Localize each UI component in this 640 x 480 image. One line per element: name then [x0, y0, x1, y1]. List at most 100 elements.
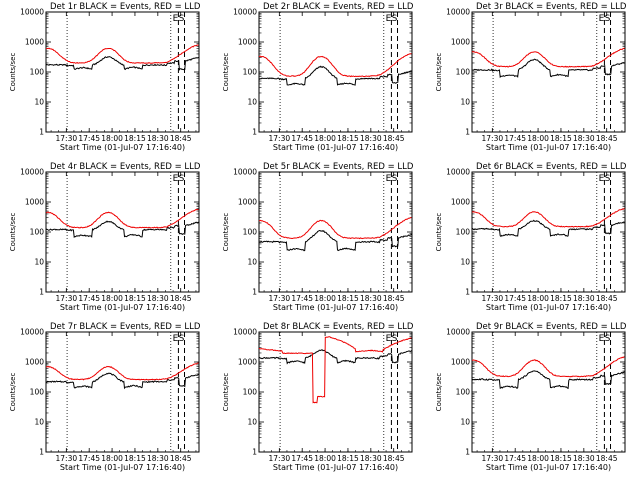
y-axis-label: Counts/sec	[222, 373, 230, 412]
y-tick-label: 1	[39, 128, 44, 137]
panel-det-6r: Det 6r BLACK = Events, RED = LLD 1 10 100 10…	[435, 162, 627, 312]
x-tick-label: 17:45	[78, 454, 100, 463]
y-tick-label: 10	[247, 418, 257, 427]
panel-det-7r: Det 7r BLACK = Events, RED = LLD 1 10 100 10…	[9, 322, 201, 472]
series-events-black	[471, 370, 625, 390]
y-axis-label: Counts/sec	[9, 53, 17, 92]
interval-marker-s: S	[179, 174, 185, 184]
y-tick-label: 1	[465, 128, 470, 137]
x-tick-label: 18:00	[527, 294, 549, 303]
series-events-black	[45, 372, 199, 390]
x-axis-label: Start Time (01-Jul-07 17:16:40)	[486, 143, 611, 152]
x-tick-label: 18:15	[337, 294, 359, 303]
x-tick-label: 18:45	[596, 454, 618, 463]
panel-det-8r: Det 8r BLACK = Events, RED = LLD 1 10 100 10…	[222, 322, 414, 472]
plot-frame	[258, 11, 413, 133]
y-axis-label: Counts/sec	[435, 53, 443, 92]
y-tick-label: 10000	[20, 8, 44, 17]
x-tick-label: 18:00	[314, 454, 336, 463]
y-tick-label: 10	[247, 98, 257, 107]
x-tick-label: 18:15	[550, 454, 572, 463]
x-tick-label: 18:45	[383, 454, 405, 463]
y-tick-label: 10000	[446, 328, 470, 337]
panel-title: Det 8r BLACK = Events, RED = LLD	[263, 322, 414, 332]
x-tick-label: 17:45	[504, 134, 526, 143]
plot-frame	[471, 11, 626, 133]
x-tick-label: 17:45	[504, 294, 526, 303]
y-tick-label: 10000	[446, 8, 470, 17]
interval-marker-s: S	[179, 14, 185, 24]
x-tick-label: 17:30	[482, 294, 504, 303]
x-tick-label: 18:30	[573, 454, 595, 463]
x-tick-label: 18:45	[596, 134, 618, 143]
y-tick-label: 10	[34, 418, 44, 427]
plot-frame	[45, 171, 200, 293]
y-tick-label: 1000	[25, 38, 44, 47]
y-tick-label: 1000	[238, 38, 257, 47]
x-tick-label: 18:15	[124, 454, 146, 463]
x-tick-label: 18:30	[147, 454, 169, 463]
series-lld-red	[45, 208, 199, 229]
x-tick-label: 18:45	[596, 294, 618, 303]
y-tick-label: 1	[465, 288, 470, 297]
panel-title: Det 2r BLACK = Events, RED = LLD	[263, 2, 414, 12]
x-tick-label: 18:30	[360, 454, 382, 463]
x-tick-label: 18:00	[101, 454, 123, 463]
interval-marker-s: S	[179, 334, 185, 344]
panel-det-3r: Det 3r BLACK = Events, RED = LLD 1 10 100 10…	[435, 2, 627, 152]
y-tick-label: 10	[34, 98, 44, 107]
y-tick-label: 100	[243, 68, 258, 77]
x-tick-label: 18:00	[101, 134, 123, 143]
y-tick-label: 10000	[20, 168, 44, 177]
panel-title: Det 6r BLACK = Events, RED = LLD	[476, 162, 627, 172]
series-lld-red	[258, 216, 412, 240]
series-lld-red	[258, 53, 412, 78]
x-tick-label: 18:15	[124, 134, 146, 143]
y-tick-label: 10	[460, 98, 470, 107]
x-tick-label: 18:45	[383, 294, 405, 303]
series-lld-red	[472, 356, 625, 378]
interval-marker-e: E	[386, 174, 392, 184]
panel-title: Det 3r BLACK = Events, RED = LLD	[476, 2, 627, 12]
series-lld-red	[471, 207, 625, 228]
x-tick-label: 17:30	[269, 454, 291, 463]
x-tick-label: 18:45	[383, 134, 405, 143]
x-tick-label: 18:15	[550, 294, 572, 303]
x-tick-label: 18:00	[314, 294, 336, 303]
x-axis-label: Start Time (01-Jul-07 17:16:40)	[60, 303, 185, 312]
series-events-black	[471, 58, 625, 79]
y-tick-label: 10	[460, 258, 470, 267]
y-tick-label: 100	[243, 228, 258, 237]
series-events-black	[471, 219, 625, 238]
interval-marker-e: E	[173, 334, 179, 344]
series-lld-red	[471, 47, 625, 68]
x-tick-label: 17:30	[482, 134, 504, 143]
x-tick-label: 17:45	[291, 134, 313, 143]
x-tick-label: 17:45	[291, 294, 313, 303]
x-axis-label: Start Time (01-Jul-07 17:16:40)	[273, 463, 398, 472]
interval-marker-e: E	[599, 334, 605, 344]
plot-frame	[45, 11, 200, 133]
y-axis-label: Counts/sec	[435, 213, 443, 252]
x-axis-label: Start Time (01-Jul-07 17:16:40)	[273, 143, 398, 152]
panel-det-2r: Det 2r BLACK = Events, RED = LLD 1 10 100 10…	[222, 2, 414, 152]
interval-marker-e: E	[173, 174, 179, 184]
panel-title: Det 9r BLACK = Events, RED = LLD	[476, 322, 627, 332]
y-axis-label: Counts/sec	[222, 213, 230, 252]
y-tick-label: 100	[243, 388, 258, 397]
x-tick-label: 18:00	[527, 134, 549, 143]
x-tick-label: 18:45	[170, 134, 192, 143]
y-axis-label: Counts/sec	[435, 373, 443, 412]
x-tick-label: 18:30	[147, 294, 169, 303]
x-tick-label: 18:15	[337, 454, 359, 463]
y-axis-label: Counts/sec	[222, 53, 230, 92]
y-tick-label: 1000	[451, 198, 470, 207]
x-tick-label: 18:30	[573, 134, 595, 143]
y-tick-label: 10000	[446, 168, 470, 177]
x-tick-label: 17:45	[291, 454, 313, 463]
plot-frame	[471, 331, 626, 453]
panel-det-9r: Det 9r BLACK = Events, RED = LLD 1 10 100 10…	[435, 322, 627, 472]
x-tick-label: 18:15	[124, 294, 146, 303]
panel-det-4r: Det 4r BLACK = Events, RED = LLD 1 10 100 10…	[9, 162, 201, 312]
x-tick-label: 17:30	[56, 454, 78, 463]
